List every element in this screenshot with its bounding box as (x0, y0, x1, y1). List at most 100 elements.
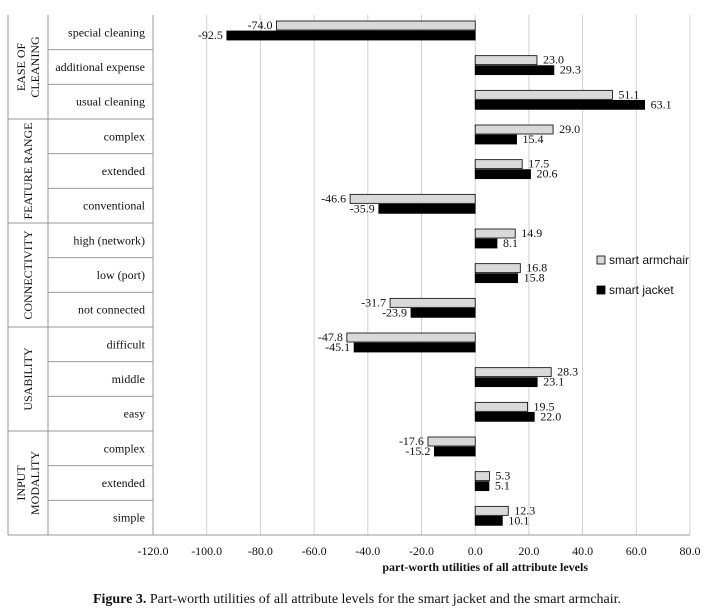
bar-smart-jacket (474, 134, 517, 145)
group-label-line: USABILITY (21, 347, 35, 411)
x-tick-label: 80.0 (680, 544, 701, 558)
figure-caption: Figure 3. Part-worth utilities of all at… (0, 592, 714, 608)
x-tick-label: 60.0 (626, 544, 647, 558)
data-label: 12.3 (514, 503, 535, 517)
bar-smart-armchair (474, 228, 516, 239)
legend-label-smart-jacket: smart jacket (609, 283, 674, 297)
category-label: low (port) (97, 268, 145, 282)
bar-smart-armchair (474, 89, 613, 100)
bar-smart-armchair (474, 471, 490, 482)
bar-smart-jacket (474, 238, 498, 249)
data-label: -31.7 (361, 295, 386, 309)
data-label: 15.8 (524, 271, 545, 285)
category-label: usual cleaning (76, 95, 145, 109)
bar-smart-jacket (474, 273, 519, 284)
x-axis-title: part-worth utilities of all attribute le… (382, 560, 588, 574)
group-label-line: CONNECTIVITY (21, 230, 35, 320)
data-label: 23.0 (543, 53, 564, 67)
group-label: USABILITY (21, 347, 35, 411)
category-label: conventional (83, 199, 146, 213)
bar-smart-armchair (474, 159, 523, 170)
data-label: -46.6 (321, 191, 346, 205)
data-label: -92.5 (198, 28, 223, 42)
figure-caption-text: Part-worth utilities of all attribute le… (149, 592, 622, 607)
bar-smart-armchair (474, 505, 509, 516)
data-label: 22.0 (540, 409, 561, 423)
data-label: 20.6 (537, 167, 558, 181)
bar-smart-armchair (346, 332, 476, 343)
bar-smart-jacket (474, 377, 538, 388)
category-label: extended (102, 476, 145, 490)
x-tick-label: 40.0 (572, 544, 593, 558)
data-label: -17.6 (399, 434, 424, 448)
bar-smart-jacket (378, 203, 476, 214)
data-label: -74.0 (248, 18, 273, 32)
group-label-line: FEATURE RANGE (21, 122, 35, 219)
data-label: -47.8 (318, 330, 343, 344)
group-label: CONNECTIVITY (21, 230, 35, 320)
x-tick-label: 0.0 (468, 544, 483, 558)
bar-smart-armchair (474, 263, 521, 274)
x-tick-label: -80.0 (248, 544, 273, 558)
category-label: easy (124, 407, 145, 421)
bar-smart-armchair (474, 124, 554, 135)
category-label: middle (112, 372, 145, 386)
bar-smart-armchair (389, 297, 476, 308)
x-tick-label: -60.0 (302, 544, 327, 558)
bar-smart-armchair (276, 20, 476, 31)
data-label: 5.1 (495, 479, 510, 493)
legend-swatch-smart-armchair (596, 255, 606, 265)
category-label: complex (104, 129, 145, 143)
category-label: extended (102, 164, 145, 178)
group-label: FEATURE RANGE (21, 122, 35, 219)
bar-smart-jacket (474, 411, 535, 422)
data-label: 15.4 (523, 132, 544, 146)
bar-smart-jacket (474, 481, 490, 492)
category-label: complex (104, 441, 145, 455)
data-label: 14.9 (521, 226, 542, 240)
bar-smart-jacket (410, 307, 476, 318)
chart-canvas: special cleaning additional expense usual … (7, 15, 701, 574)
category-label: difficult (107, 337, 146, 351)
bar-smart-armchair (349, 193, 476, 204)
data-label: 17.5 (528, 157, 549, 171)
data-label: 29.0 (559, 122, 580, 136)
group-label: INPUTMODALITY (14, 451, 42, 515)
data-label: 63.1 (651, 97, 672, 111)
category-label: special cleaning (68, 25, 145, 39)
bar-smart-armchair (474, 401, 528, 412)
category-label: simple (113, 511, 145, 525)
bar-smart-jacket (474, 99, 646, 110)
data-label: 51.1 (618, 87, 639, 101)
bar-smart-jacket (226, 30, 476, 41)
category-label: additional expense (55, 60, 145, 74)
data-label: 19.5 (534, 399, 555, 413)
category-label: not connected (78, 303, 145, 317)
x-tick-label: -120.0 (138, 544, 169, 558)
data-label: 16.8 (526, 261, 547, 275)
bar-smart-jacket (433, 446, 476, 457)
bar-smart-jacket (474, 515, 503, 526)
legend-label-smart-armchair: smart armchair (609, 253, 689, 267)
data-label: 29.3 (560, 63, 581, 77)
x-tick-label: -100.0 (191, 544, 222, 558)
group-label-line: EASE OF (14, 43, 28, 92)
x-tick-label: -20.0 (409, 544, 434, 558)
bar-smart-jacket (474, 169, 531, 180)
data-label: -35.9 (350, 201, 375, 215)
group-label-line: CLEANING (28, 36, 42, 98)
group-label-line: MODALITY (28, 451, 42, 515)
bar-smart-armchair (427, 436, 476, 447)
category-label: high (network) (73, 233, 145, 247)
data-label: 28.3 (557, 365, 578, 379)
bar-smart-jacket (474, 65, 555, 76)
data-label: -23.9 (382, 305, 407, 319)
figure-caption-label: Figure 3. (92, 592, 147, 607)
x-tick-label: -40.0 (355, 544, 380, 558)
legend-swatch-smart-jacket (596, 285, 606, 295)
bar-smart-armchair (474, 367, 552, 378)
data-label: -15.2 (405, 444, 430, 458)
bar-smart-armchair (474, 55, 538, 66)
x-tick-label: 20.0 (518, 544, 539, 558)
data-label: 5.3 (495, 469, 510, 483)
